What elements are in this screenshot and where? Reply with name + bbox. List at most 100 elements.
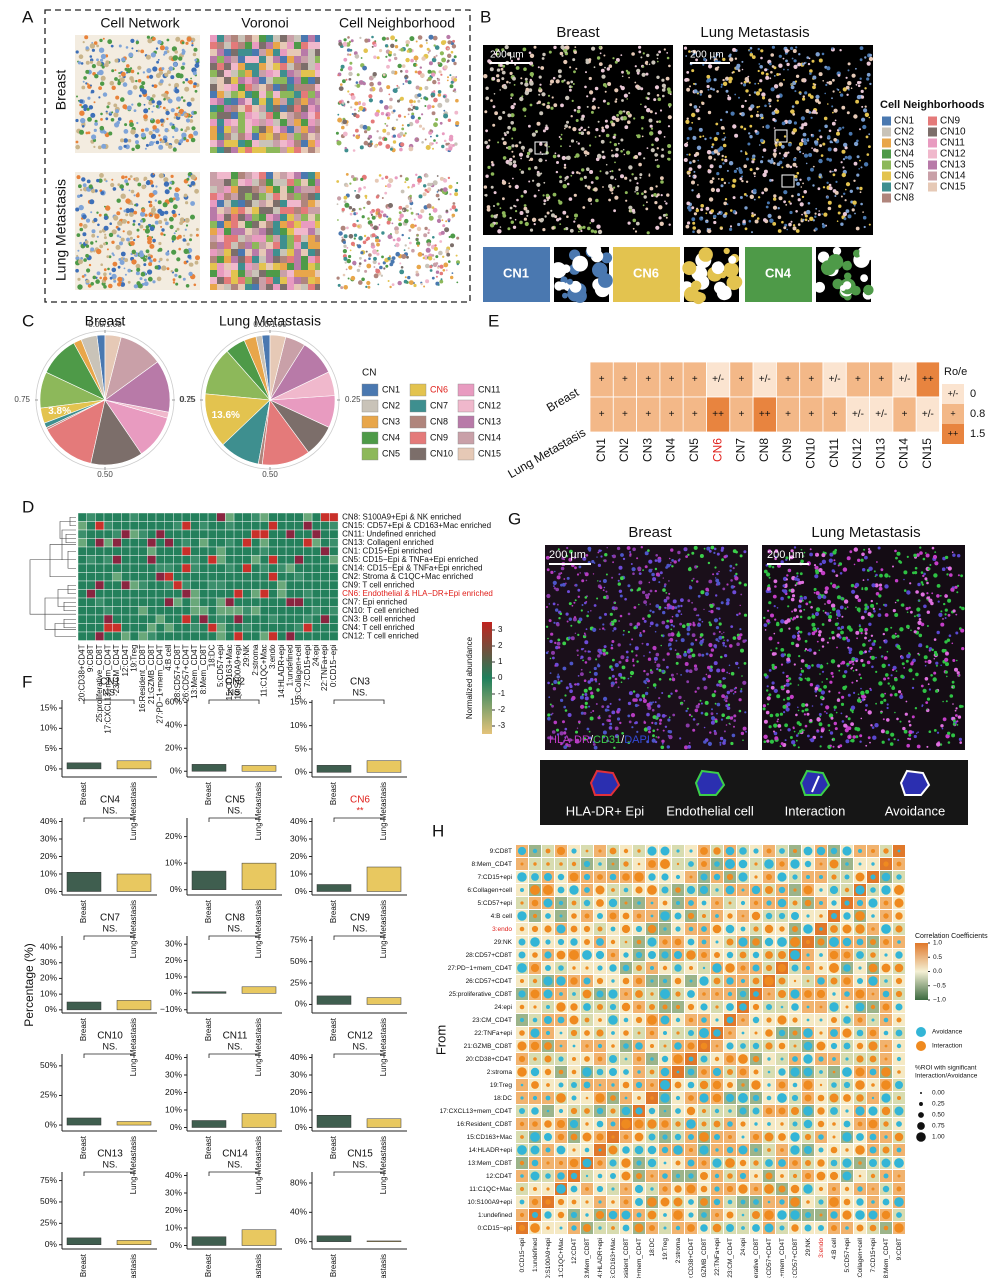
cell	[621, 665, 626, 670]
cell	[405, 40, 411, 45]
cell	[508, 185, 512, 188]
voronoi-cell	[252, 256, 259, 263]
cell	[671, 615, 674, 618]
cell	[349, 61, 353, 65]
cell	[110, 182, 115, 188]
column-label: 24:epi	[312, 644, 321, 666]
cell	[365, 197, 368, 199]
cell	[136, 228, 140, 232]
heatmap-cell	[329, 614, 339, 624]
voronoi-cell	[217, 77, 224, 84]
cell	[335, 131, 339, 135]
cell	[338, 86, 344, 91]
cell	[373, 256, 377, 261]
cell	[557, 646, 561, 649]
cell	[375, 214, 378, 218]
cell	[490, 214, 494, 218]
cell	[437, 283, 440, 286]
cell	[617, 579, 620, 582]
heatmap-cell	[251, 631, 261, 641]
cell	[869, 82, 872, 86]
cell	[513, 102, 516, 106]
cell	[137, 65, 142, 70]
cell	[591, 560, 595, 564]
cell	[728, 76, 733, 82]
cell	[371, 215, 376, 220]
heatmap-cell	[112, 538, 122, 548]
legend-swatch	[361, 399, 379, 413]
annotation: **	[356, 805, 364, 815]
cell	[590, 203, 592, 205]
cell	[427, 231, 430, 235]
heatmap-cell	[303, 529, 313, 539]
cell	[590, 694, 595, 699]
cell	[859, 128, 861, 131]
cell	[137, 72, 140, 75]
cell	[375, 268, 381, 274]
cell	[819, 144, 823, 148]
cell	[157, 40, 162, 45]
cell	[139, 224, 144, 229]
voronoi-cell	[280, 105, 287, 112]
significance-bracket	[83, 817, 135, 822]
heatmap-cell	[251, 580, 261, 590]
cell	[117, 117, 122, 121]
cell	[96, 44, 99, 48]
cell	[756, 217, 760, 220]
cell	[181, 51, 186, 55]
cell	[400, 189, 405, 194]
cell	[411, 183, 416, 188]
cell	[78, 54, 84, 59]
cell	[437, 93, 442, 97]
cell	[748, 94, 751, 97]
cell	[667, 144, 672, 148]
legend-symbol: ++	[948, 428, 959, 438]
cell	[577, 654, 579, 656]
heatmap-cell	[251, 572, 261, 582]
cell	[564, 176, 568, 180]
cell	[96, 235, 99, 238]
heatmap-cell	[95, 563, 105, 573]
cell	[190, 201, 196, 206]
cell	[654, 687, 657, 689]
image-background	[545, 545, 748, 750]
heatmap-cell	[77, 546, 87, 556]
cell	[734, 93, 737, 96]
heatmap-cell	[242, 538, 252, 548]
cell	[393, 53, 397, 57]
cell	[145, 249, 150, 254]
y-tick-label: 30%	[165, 1069, 182, 1079]
chart-title: CN8	[225, 913, 245, 924]
cell	[147, 269, 153, 275]
cell	[708, 94, 712, 99]
cell	[493, 222, 496, 225]
heatmap-cell	[181, 563, 191, 573]
cell	[783, 153, 788, 158]
cell	[821, 213, 824, 215]
cell	[346, 53, 350, 56]
heatmap-cell	[86, 589, 96, 599]
cell	[507, 125, 511, 130]
cell	[797, 193, 801, 197]
cell	[343, 200, 347, 204]
heatmap-cell	[138, 546, 148, 556]
cell	[443, 109, 446, 112]
heatmap-cell	[233, 589, 243, 599]
y-tick-label: 25%	[290, 977, 307, 987]
cell	[594, 678, 597, 681]
cell	[490, 99, 493, 102]
legend-title: Cell Neighborhoods	[880, 99, 985, 111]
voronoi-cell	[308, 200, 315, 207]
cell	[422, 192, 427, 197]
cell	[747, 142, 751, 146]
heatmap-cell	[86, 546, 96, 556]
cell	[436, 218, 442, 223]
cell	[85, 131, 89, 135]
voronoi-cell	[273, 126, 280, 133]
cell	[832, 90, 835, 93]
cell	[564, 179, 566, 182]
voronoi-cell	[252, 235, 259, 242]
column-title: Voronoi	[241, 15, 288, 31]
heatmap-cell	[199, 580, 209, 590]
voronoi-cell	[224, 56, 231, 63]
